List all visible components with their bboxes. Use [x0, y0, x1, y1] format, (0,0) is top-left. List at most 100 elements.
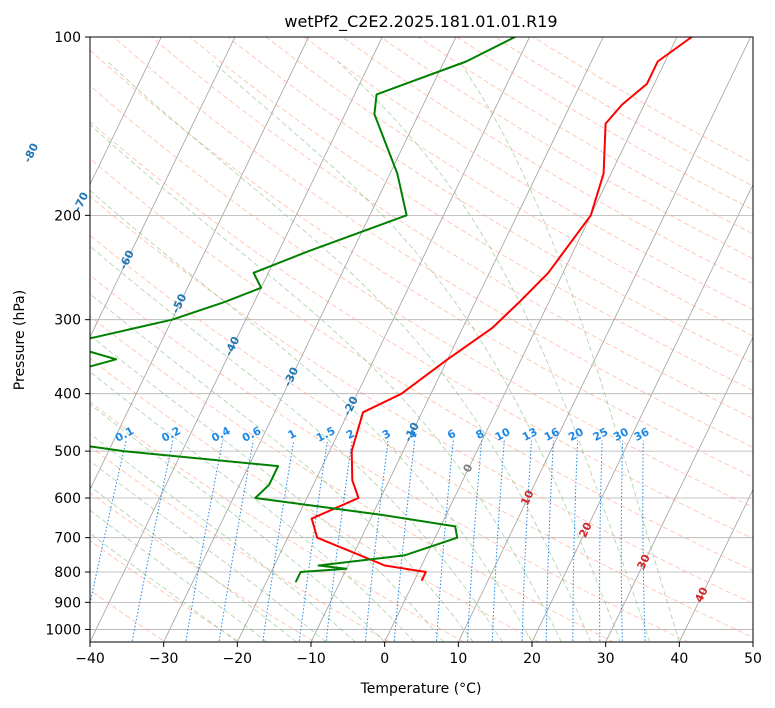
- mixing-ratio-line: [364, 440, 389, 642]
- dry-adiabat: [90, 49, 753, 478]
- dry-adiabat: [90, 540, 241, 642]
- chart-title: wetPf2_C2E2.2025.181.01.01.R19: [284, 12, 557, 32]
- temperature-line: [310, 37, 693, 581]
- moist-adiabat: [459, 61, 680, 642]
- y-tick-label: 900: [54, 595, 81, 611]
- x-tick-label: −20: [223, 651, 253, 667]
- isotherm-line: [90, 37, 162, 186]
- dry-adiabat: [417, 37, 753, 235]
- moist-adiabat: [337, 61, 651, 642]
- plot-frame: [89, 36, 754, 643]
- x-axis-label: Temperature (°C): [360, 681, 482, 697]
- mixing-ratio-line: [262, 440, 295, 642]
- y-tick-label: 300: [54, 313, 81, 329]
- x-tick-label: −40: [75, 651, 105, 667]
- dry-adiabat: [90, 158, 753, 572]
- mixing-ratio-line: [131, 440, 174, 642]
- x-tick-label: 10: [449, 651, 467, 667]
- dry-adiabat: [303, 37, 753, 311]
- isotherm-label: -80: [21, 141, 42, 165]
- mixing-ratio-label: 10: [493, 425, 513, 444]
- mixing-ratio-line: [572, 440, 579, 642]
- isotherm-line: [605, 336, 753, 642]
- mixing-ratio-label: 13: [520, 425, 540, 444]
- y-tick-label: 700: [54, 531, 81, 547]
- y-tick-label: 600: [54, 491, 81, 507]
- mixing-ratio-label: 20: [566, 425, 586, 444]
- background-lines: [90, 37, 753, 642]
- y-tick-label: 400: [54, 387, 81, 403]
- mixing-ratio-line: [642, 440, 646, 642]
- isotherm-line: [678, 488, 753, 642]
- mixing-ratio-line: [393, 440, 416, 642]
- dry-adiabat: [151, 37, 753, 419]
- moist-adiabat: [90, 189, 533, 642]
- x-tick-label: 0: [380, 651, 389, 667]
- dry-adiabat: [90, 315, 615, 642]
- dry-adiabat: [90, 492, 316, 642]
- moist-adiabat: [211, 61, 621, 642]
- moist-adiabat: [90, 460, 326, 642]
- mixing-ratio-line: [599, 440, 603, 642]
- x-tick-label: 20: [523, 651, 541, 667]
- isotherm-line: [90, 37, 310, 491]
- x-tick-label: −30: [149, 651, 179, 667]
- y-tick-label: 500: [54, 444, 81, 460]
- mixing-ratio-line: [521, 440, 532, 642]
- y-tick-label: 1000: [45, 622, 81, 638]
- isotherm-line: [163, 37, 457, 642]
- mixing-ratio-line: [185, 440, 224, 642]
- moist-adiabat: [107, 61, 592, 642]
- y-axis-label: Pressure (hPa): [12, 290, 28, 390]
- mixing-ratio-line: [298, 440, 328, 642]
- dry-adiabat: [90, 234, 753, 638]
- moist-adiabat: [90, 485, 297, 642]
- dry-adiabat: [90, 446, 391, 642]
- dry-adiabat: [90, 401, 465, 642]
- isotherm-label: 40: [692, 585, 711, 605]
- x-tick-label: 50: [744, 651, 762, 667]
- y-tick-label: 800: [54, 565, 81, 581]
- dry-adiabat: [113, 37, 753, 448]
- dry-adiabat: [456, 37, 753, 211]
- x-tick-label: 40: [670, 651, 688, 667]
- x-tick-label: 30: [597, 651, 615, 667]
- moist-adiabat: [90, 124, 562, 642]
- isotherm-line: [531, 183, 753, 642]
- dry-adiabat: [90, 121, 753, 539]
- mixing-ratio-line: [90, 440, 127, 606]
- profile-lines: [90, 37, 693, 583]
- mixing-ratio-line: [620, 440, 624, 642]
- dewpoint-line: [90, 37, 516, 583]
- mixing-ratio-line: [435, 440, 454, 642]
- mixing-ratio-label: 36: [632, 425, 652, 444]
- mixing-ratio-line: [545, 440, 554, 642]
- moist-adiabat: [90, 403, 385, 642]
- dry-adiabat: [532, 37, 753, 164]
- mixing-ratio-label: 30: [611, 425, 631, 444]
- moist-adiabat: [90, 293, 474, 642]
- isotherm-label: 30: [635, 552, 654, 572]
- isotherm-line: [236, 37, 531, 642]
- axes: −40 −30 −20 −10 0 10 20 30 40 50 100 200 300 400 500 60…: [45, 30, 762, 667]
- moist-adiabat: [90, 245, 503, 642]
- isotherm-label: 20: [576, 520, 595, 540]
- y-tick-label: 200: [54, 208, 81, 224]
- isotherm-label: 10: [518, 488, 537, 508]
- plot-background: [90, 37, 753, 642]
- dry-adiabat: [494, 37, 753, 187]
- dry-adiabat: [90, 195, 753, 604]
- isotherm-line: [310, 37, 604, 642]
- mixing-ratio-line: [466, 440, 483, 642]
- x-tick-label: −10: [296, 651, 326, 667]
- isotherm-line: [457, 37, 752, 642]
- moist-adiabat: [90, 371, 415, 642]
- mixing-ratio-label: 16: [542, 425, 562, 444]
- mixing-ratio-label: 25: [591, 425, 611, 444]
- y-tick-label: 100: [54, 30, 81, 46]
- dry-adiabat: [90, 84, 753, 508]
- dry-adiabat: [227, 37, 753, 364]
- mixing-ratio-line: [325, 440, 353, 642]
- mixing-ratio-line: [491, 440, 505, 642]
